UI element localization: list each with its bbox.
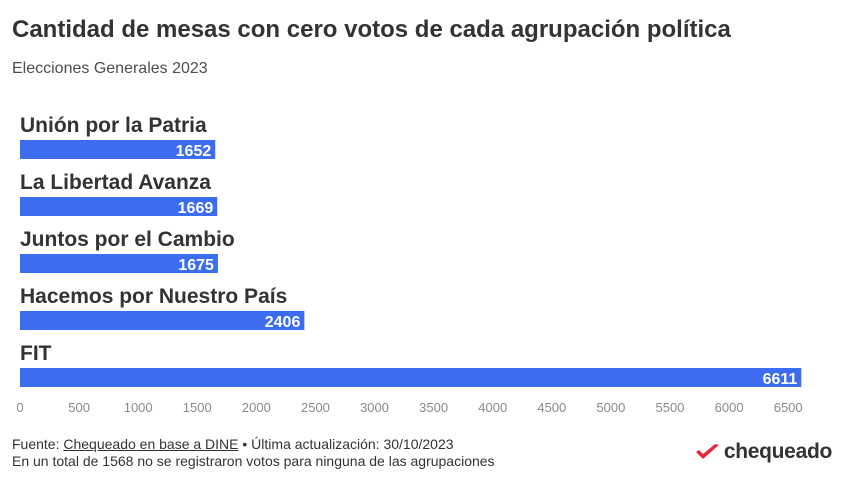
x-tick-label: 5500 <box>656 400 685 415</box>
x-tick-label: 6500 <box>774 400 803 415</box>
bar[interactable] <box>20 368 802 387</box>
bar-chart: Unión por la Patria 1652 La Libertad Avanz… <box>16 114 803 415</box>
bar[interactable] <box>20 140 216 159</box>
x-tick-label: 6000 <box>715 400 744 415</box>
x-tick-label: 2500 <box>301 400 330 415</box>
chart-subtitle: Elecciones Generales 2023 <box>12 60 208 77</box>
category-label: Hacemos por Nuestro País <box>20 285 287 308</box>
bar[interactable] <box>20 311 305 330</box>
x-tick-label: 4500 <box>537 400 566 415</box>
x-tick-label: 3000 <box>360 400 389 415</box>
source-link[interactable]: Chequeado en base a DINE <box>63 436 239 452</box>
chequeado-logo[interactable]: chequeado <box>695 440 832 464</box>
footnote: En un total de 1568 no se registraron vo… <box>12 453 495 469</box>
data-label: 6611 <box>763 371 798 388</box>
chart-title: Cantidad de mesas con cero votos de cada… <box>12 16 731 43</box>
x-tick-label: 1000 <box>124 400 153 415</box>
category-label: FIT <box>20 342 52 365</box>
x-tick-label: 3500 <box>419 400 448 415</box>
x-tick-label: 500 <box>68 400 90 415</box>
check-mark-icon <box>695 444 719 459</box>
data-label: 1669 <box>178 200 214 217</box>
category-label: Unión por la Patria <box>20 114 207 137</box>
source-prefix: Fuente: <box>12 436 64 452</box>
x-tick-label: 0 <box>16 400 23 415</box>
data-label: 1675 <box>178 257 214 274</box>
data-label: 2406 <box>265 314 301 331</box>
category-label: Juntos por el Cambio <box>20 228 235 251</box>
source-line: Fuente: Chequeado en base a DINE • Últim… <box>12 436 495 453</box>
logo-text: chequeado <box>723 440 832 463</box>
x-tick-label: 1500 <box>183 400 212 415</box>
category-label: La Libertad Avanza <box>20 171 211 194</box>
x-tick-label: 4000 <box>478 400 507 415</box>
x-tick-label: 2000 <box>242 400 271 415</box>
bar[interactable] <box>20 254 218 273</box>
x-tick-label: 5000 <box>596 400 625 415</box>
updated-text: • Última actualización: 30/10/2023 <box>238 436 454 452</box>
chart-footer: Fuente: Chequeado en base a DINE • Últim… <box>12 436 495 470</box>
bar[interactable] <box>20 197 218 216</box>
data-label: 1652 <box>176 143 212 160</box>
